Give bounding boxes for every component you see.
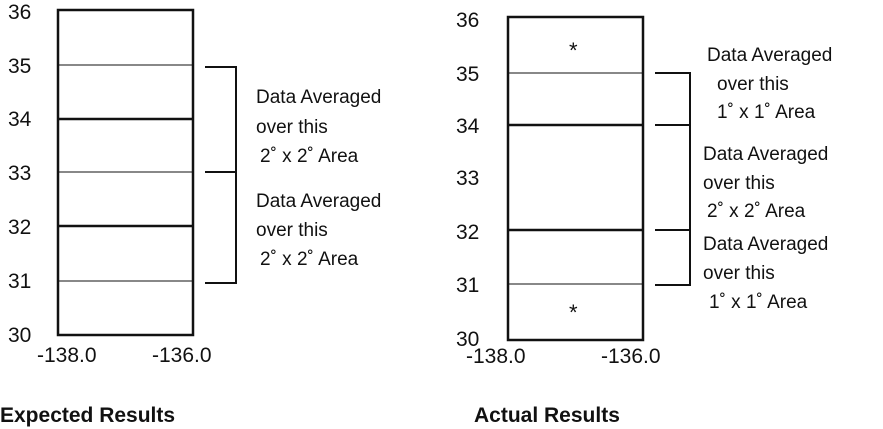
annotation-line: 2˚ x 2˚ Area [260,146,359,167]
expected-xtick-left: -138.0 [37,344,97,367]
annotation-line: 2˚ x 2˚ Area [260,249,359,270]
expected-ytick-35: 35 [8,55,31,78]
annotation-line: Data Averaged [256,87,381,108]
annotation-line: over this [256,220,328,241]
actual-ytick-30: 30 [456,328,479,351]
expected-annotation-upper: Data Averaged over this 2˚ x 2˚ Area [256,87,381,167]
annotation-line: Data Averaged [707,45,832,66]
expected-ytick-32: 32 [8,216,31,239]
actual-panel: * * 36 35 34 33 32 31 30 -138.0 -136.0 D… [456,9,832,427]
actual-annotation-top: Data Averaged over this 1˚ x 1˚ Area [707,45,832,123]
expected-caption: Expected Results [0,404,175,427]
expected-ytick-31: 31 [8,270,31,293]
actual-xtick-left: -138.0 [466,345,526,368]
actual-ytick-36: 36 [456,9,479,32]
actual-ytick-35: 35 [456,63,479,86]
actual-annotation-bottom: Data Averaged over this 1˚ x 1˚ Area [703,234,828,313]
annotation-line: 1˚ x 1˚ Area [709,292,808,313]
annotation-line: Data Averaged [703,144,828,165]
actual-caption: Actual Results [474,404,620,427]
expected-annotation-lower: Data Averaged over this 2˚ x 2˚ Area [256,191,381,270]
actual-ytick-31: 31 [456,274,479,297]
annotation-line: over this [717,74,789,95]
actual-bracket [655,72,691,286]
annotation-line: 1˚ x 1˚ Area [717,102,816,123]
expected-bracket [205,66,237,284]
actual-ytick-34: 34 [456,115,480,138]
actual-marker-bottom: * [569,300,578,325]
actual-xtick-right: -136.0 [601,345,661,368]
annotation-line: over this [703,263,775,284]
annotation-line: Data Averaged [703,234,828,255]
actual-marker-top: * [569,38,578,63]
actual-ytick-32: 32 [456,221,479,244]
annotation-line: Data Averaged [256,191,381,212]
expected-ytick-36: 36 [8,1,31,24]
actual-ytick-33: 33 [456,167,479,190]
annotation-line: over this [703,173,775,194]
expected-panel: 36 35 34 33 32 31 30 -138.0 -136.0 Data … [0,1,381,427]
expected-ytick-30: 30 [8,324,31,347]
expected-ytick-34: 34 [8,108,32,131]
annotation-line: over this [256,117,328,138]
actual-grid-box [506,15,645,342]
expected-ytick-33: 33 [8,162,31,185]
expected-xtick-right: -136.0 [152,344,212,367]
annotation-line: 2˚ x 2˚ Area [707,201,806,222]
actual-annotation-middle: Data Averaged over this 2˚ x 2˚ Area [703,144,828,222]
